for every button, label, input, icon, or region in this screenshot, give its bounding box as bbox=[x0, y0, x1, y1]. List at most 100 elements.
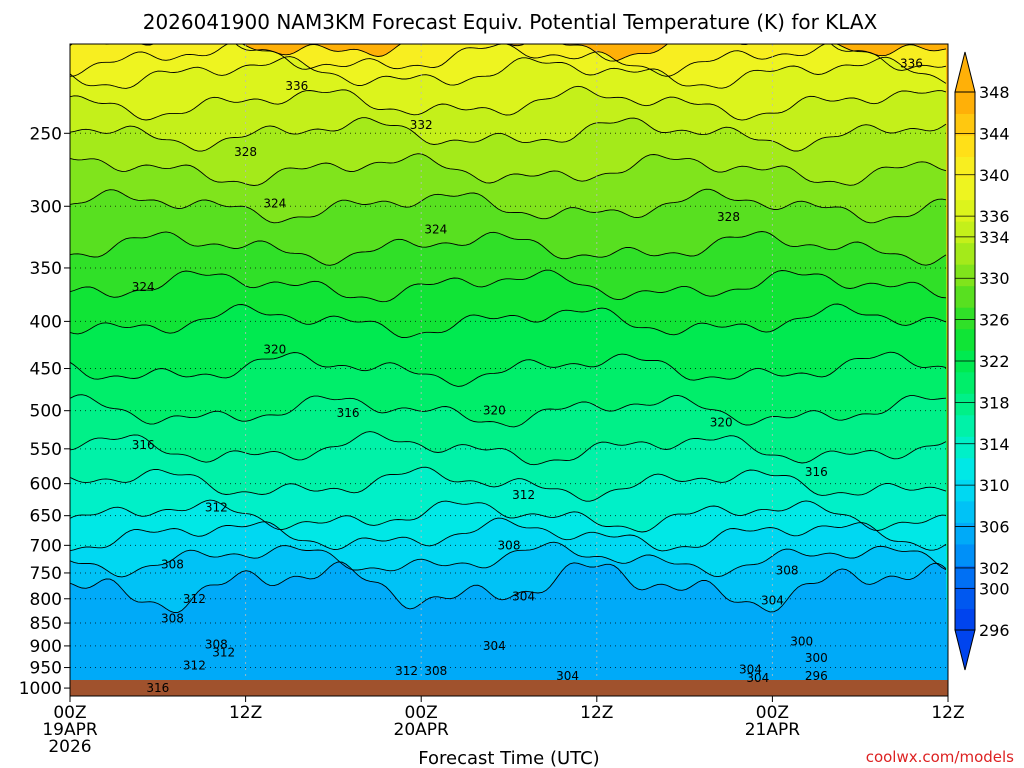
colorbar-segment bbox=[955, 500, 975, 523]
contour-330 bbox=[70, 153, 947, 186]
colorbar-top-arrow bbox=[954, 51, 976, 93]
credit-text: coolwx.com/models bbox=[866, 748, 1014, 766]
colorbar-segment bbox=[955, 156, 975, 179]
contour-label-text: 312 bbox=[205, 501, 228, 515]
contour-label-text: 308 bbox=[161, 611, 184, 625]
contour-label-332: 332 bbox=[410, 118, 433, 132]
colorbar-tick-label: 306 bbox=[979, 518, 1010, 537]
contour-label-text: 332 bbox=[410, 118, 433, 132]
contour-label-text: 336 bbox=[900, 57, 923, 71]
colorbar-tick-label: 314 bbox=[979, 435, 1010, 454]
colorbar-segment bbox=[955, 479, 975, 502]
contour-332 bbox=[70, 117, 947, 152]
y-tick-label: 750 bbox=[30, 564, 62, 584]
contour-label-text: 304 bbox=[739, 663, 762, 677]
plot-frame bbox=[69, 43, 949, 697]
colorbar-tick-label: 300 bbox=[979, 580, 1010, 599]
colorbar-segment bbox=[955, 586, 975, 609]
colorbar-segment bbox=[955, 371, 975, 394]
contour-label-308: 308 bbox=[161, 557, 184, 571]
contour-label-304: 304 bbox=[556, 669, 579, 683]
contour-label-text: 324 bbox=[263, 197, 286, 211]
x-axis-label: Forecast Time (UTC) bbox=[418, 748, 599, 768]
colorbar-segment bbox=[955, 543, 975, 566]
contour-label-308: 308 bbox=[424, 664, 447, 678]
contour-label-text: 324 bbox=[424, 223, 447, 237]
colorbar-tick-label: 326 bbox=[979, 311, 1010, 330]
terrain-ground bbox=[70, 680, 948, 696]
y-tick-label: 900 bbox=[30, 637, 62, 657]
colorbar-segment bbox=[955, 307, 975, 330]
contour-label-text: 316 bbox=[132, 438, 155, 452]
x-tick-label: 00Z bbox=[756, 703, 789, 723]
contour-label-text: 328 bbox=[234, 145, 257, 159]
contour-324 bbox=[70, 269, 947, 303]
colorbar-tick-label: 340 bbox=[979, 166, 1010, 185]
colorbar-segment bbox=[955, 522, 975, 545]
contour-334 bbox=[70, 85, 947, 121]
x-tick-label: 12Z bbox=[580, 703, 613, 723]
y-tick-label: 600 bbox=[30, 475, 62, 495]
colorbar-segment bbox=[955, 242, 975, 265]
contour-312 bbox=[70, 499, 947, 533]
contour-label-328: 328 bbox=[717, 210, 740, 224]
contour-label-text: 304 bbox=[746, 671, 769, 685]
colorbar-tick-label: 330 bbox=[979, 269, 1010, 288]
contour-322 bbox=[70, 303, 947, 339]
contour-label-324: 324 bbox=[132, 280, 155, 294]
contour-lines bbox=[70, 44, 947, 613]
contour-label-text: 312 bbox=[212, 646, 235, 660]
contour-label-text: 308 bbox=[205, 638, 228, 652]
contour-label-320: 320 bbox=[263, 342, 286, 356]
contour-label-308: 308 bbox=[498, 538, 521, 552]
colorbar-segment bbox=[955, 414, 975, 437]
contour-label-308: 308 bbox=[161, 611, 184, 625]
contour-label-312: 312 bbox=[212, 646, 235, 660]
contour-label-text: 312 bbox=[512, 488, 535, 502]
y-tick-label: 450 bbox=[30, 360, 62, 380]
contour-label-308: 308 bbox=[776, 563, 799, 577]
contour-314 bbox=[70, 466, 947, 502]
contour-label-328: 328 bbox=[234, 145, 257, 159]
contour-label-312: 312 bbox=[395, 664, 418, 678]
filled-contour-bands bbox=[70, 44, 948, 696]
colorbar-bottom-arrow bbox=[954, 629, 976, 671]
y-tick-label: 550 bbox=[30, 440, 62, 460]
y-tick-label: 650 bbox=[30, 507, 62, 527]
colorbar-segment bbox=[955, 264, 975, 287]
contour-label-316: 316 bbox=[132, 438, 155, 452]
contour-label-304: 304 bbox=[483, 639, 506, 653]
contour-label-text: 308 bbox=[161, 557, 184, 571]
contour-label-316: 316 bbox=[805, 465, 828, 479]
contour-318 bbox=[70, 394, 947, 428]
contour-label-304: 304 bbox=[761, 593, 784, 607]
contour-label-336: 336 bbox=[900, 57, 923, 71]
y-tick-label: 400 bbox=[30, 312, 62, 332]
colorbar-segment bbox=[955, 199, 975, 222]
contour-label-312: 312 bbox=[512, 488, 535, 502]
colorbar-segment bbox=[955, 92, 975, 115]
y-tick-label: 850 bbox=[30, 614, 62, 634]
contour-label-text: 320 bbox=[263, 342, 286, 356]
band-306 bbox=[70, 561, 948, 696]
contour-label-304: 304 bbox=[512, 589, 535, 603]
contour-label-320: 320 bbox=[710, 416, 733, 430]
contour-label-text: 312 bbox=[183, 658, 206, 672]
colorbar-segment bbox=[955, 328, 975, 351]
contour-label-text: 296 bbox=[805, 669, 828, 683]
contour-labels: 336 336 332 328 324 324 328 324 320 316 320 320 316 3… bbox=[132, 57, 923, 696]
colorbar-tick-label: 334 bbox=[979, 228, 1010, 247]
contour-label-text: 308 bbox=[776, 563, 799, 577]
contour-326 bbox=[70, 231, 947, 266]
colorbar-segment bbox=[955, 285, 975, 308]
contour-label-text: 312 bbox=[395, 664, 418, 678]
x-tick-label: 00Z bbox=[53, 703, 86, 723]
colorbar-tick-label: 318 bbox=[979, 393, 1010, 412]
contour-label-text: 316 bbox=[805, 465, 828, 479]
chart-title: 2026041900 NAM3KM Forecast Equiv. Potent… bbox=[143, 10, 878, 34]
contour-label-316: 316 bbox=[146, 681, 169, 695]
y-tick-label: 350 bbox=[30, 259, 62, 279]
contour-label-304: 304 bbox=[739, 663, 762, 677]
contour-label-304: 304 bbox=[746, 671, 769, 685]
